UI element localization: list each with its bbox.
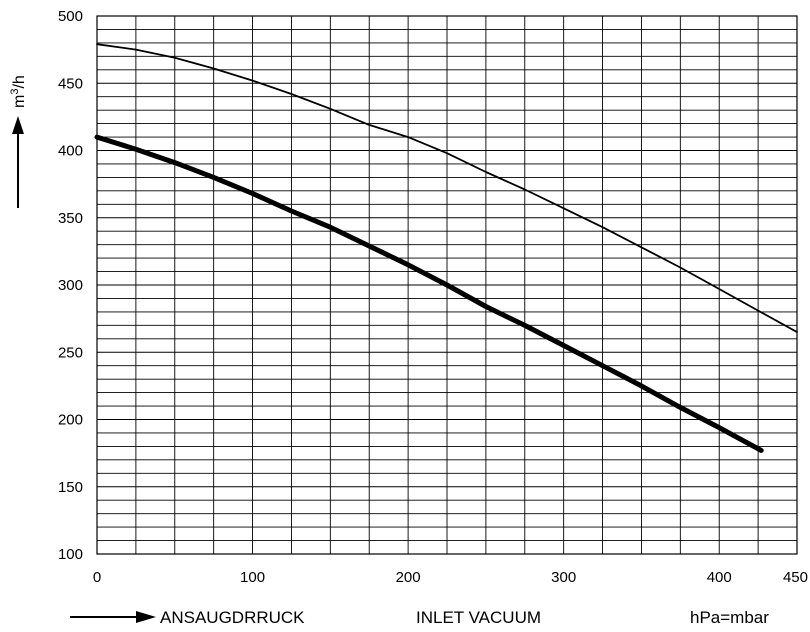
y-tick-label: 500 xyxy=(58,8,83,25)
y-axis-label-group: m3/h xyxy=(9,75,28,208)
x-tick-label: 200 xyxy=(396,569,421,586)
y-tick-label: 250 xyxy=(58,344,83,361)
unit-label: hPa=mbar xyxy=(690,608,769,627)
y-axis-label: m3/h xyxy=(9,75,28,108)
y-tick-label: 350 xyxy=(58,210,83,227)
plot-frame xyxy=(96,15,798,555)
y-tick-label: 400 xyxy=(58,143,83,160)
x-tick-label: 0 xyxy=(93,569,101,586)
x-tick-label: 100 xyxy=(240,569,265,586)
y-tick-label: 150 xyxy=(58,479,83,496)
x-tick-label: 450 xyxy=(783,569,808,586)
grid xyxy=(97,16,797,554)
inlet-vacuum-label: INLET VACUUM xyxy=(416,608,541,627)
y-tick-label: 100 xyxy=(58,546,83,563)
x-tick-label: 400 xyxy=(707,569,732,586)
y-axis-arrow-head-icon xyxy=(12,116,24,134)
x-axis-label-group: ANSAUGDRRUCK INLET VACUUM hPa=mbar xyxy=(70,608,769,627)
x-axis-arrow-head-icon xyxy=(136,611,156,623)
series-line-thin xyxy=(96,43,798,333)
x-tick-labels: 0 100 200 300 400 450 xyxy=(93,569,808,586)
series-group xyxy=(94,43,798,453)
x-tick-label: 300 xyxy=(551,569,576,586)
y-tick-label: 450 xyxy=(58,75,83,92)
y-tick-label: 300 xyxy=(58,277,83,294)
y-tick-labels: 100 150 200 250 300 350 400 450 500 xyxy=(58,8,83,563)
y-tick-label: 200 xyxy=(58,412,83,429)
ansaug-label: ANSAUGDRRUCK xyxy=(160,608,305,627)
series-line-thick xyxy=(94,134,764,453)
